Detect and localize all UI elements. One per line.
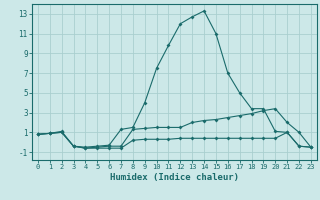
X-axis label: Humidex (Indice chaleur): Humidex (Indice chaleur) — [110, 173, 239, 182]
